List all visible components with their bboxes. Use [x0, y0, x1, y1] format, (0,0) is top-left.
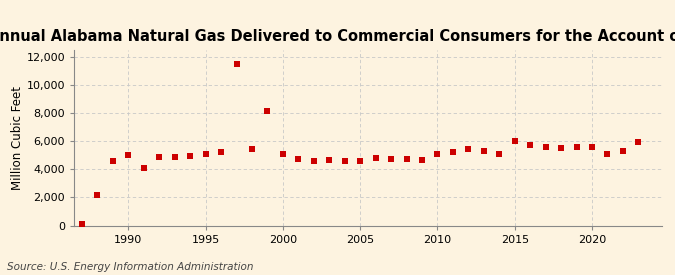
- Point: [76, 222, 87, 227]
- Point: [154, 154, 165, 159]
- Point: [540, 145, 551, 150]
- Point: [200, 152, 211, 156]
- Point: [169, 154, 180, 159]
- Point: [370, 156, 381, 160]
- Point: [123, 153, 134, 157]
- Point: [432, 152, 443, 156]
- Title: Annual Alabama Natural Gas Delivered to Commercial Consumers for the Account of : Annual Alabama Natural Gas Delivered to …: [0, 29, 675, 44]
- Point: [556, 146, 566, 150]
- Point: [293, 157, 304, 161]
- Y-axis label: Million Cubic Feet: Million Cubic Feet: [11, 86, 24, 189]
- Point: [340, 158, 350, 163]
- Point: [587, 145, 597, 150]
- Point: [262, 109, 273, 114]
- Point: [107, 159, 118, 164]
- Point: [138, 166, 149, 170]
- Point: [385, 156, 396, 161]
- Point: [355, 158, 366, 163]
- Text: Source: U.S. Energy Information Administration: Source: U.S. Energy Information Administ…: [7, 262, 253, 272]
- Point: [231, 62, 242, 67]
- Point: [510, 139, 520, 143]
- Point: [602, 152, 613, 156]
- Point: [185, 154, 196, 158]
- Point: [479, 149, 489, 153]
- Point: [463, 147, 474, 152]
- Point: [524, 143, 535, 147]
- Point: [416, 158, 427, 162]
- Point: [246, 147, 257, 152]
- Point: [92, 192, 103, 197]
- Point: [571, 145, 582, 150]
- Point: [494, 152, 505, 156]
- Point: [216, 150, 227, 155]
- Point: [324, 158, 335, 162]
- Point: [401, 157, 412, 161]
- Point: [308, 158, 319, 163]
- Point: [618, 149, 628, 153]
- Point: [633, 139, 644, 144]
- Point: [448, 149, 458, 154]
- Point: [277, 152, 288, 156]
